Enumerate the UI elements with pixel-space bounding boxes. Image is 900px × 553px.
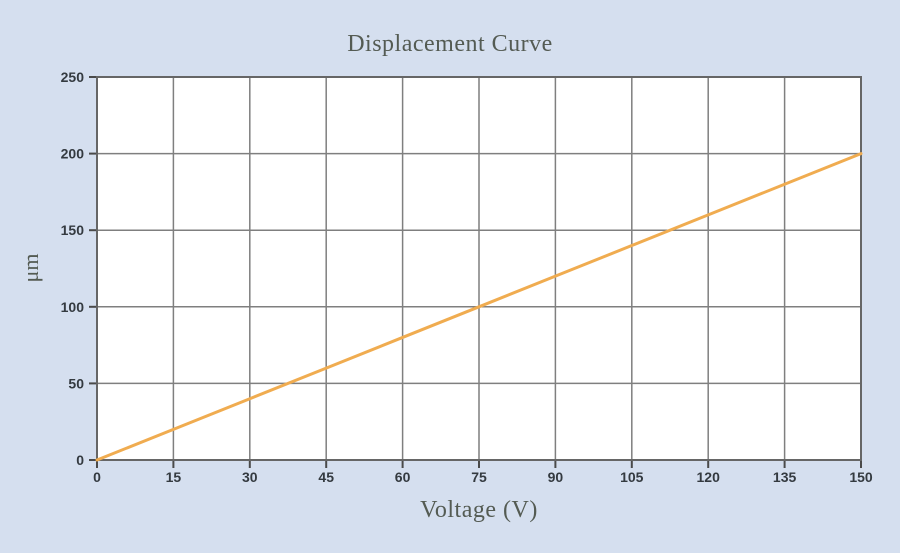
plot-border bbox=[96, 76, 862, 461]
y-tick-label: 0 bbox=[76, 452, 84, 468]
y-tick-label: 200 bbox=[61, 146, 85, 162]
x-tick-label: 120 bbox=[697, 469, 721, 485]
chart-title: Displacement Curve bbox=[347, 31, 553, 57]
data-line bbox=[95, 152, 863, 462]
y-tick-label: 250 bbox=[61, 69, 85, 85]
x-tick-label: 30 bbox=[242, 469, 258, 485]
x-tick-label: 0 bbox=[93, 469, 101, 485]
x-tick-label: 135 bbox=[773, 469, 797, 485]
x-tick-label: 60 bbox=[395, 469, 411, 485]
y-tick-label: 100 bbox=[61, 299, 85, 315]
x-axis-label: Voltage (V) bbox=[420, 497, 538, 523]
x-tick-label: 105 bbox=[620, 469, 644, 485]
x-tick-label: 90 bbox=[548, 469, 564, 485]
y-tick-label: 50 bbox=[68, 375, 84, 391]
x-tick-label: 15 bbox=[166, 469, 182, 485]
y-tick-label: 150 bbox=[61, 222, 85, 238]
x-tick-label: 45 bbox=[318, 469, 334, 485]
x-tick-label: 75 bbox=[471, 469, 487, 485]
x-tick-label: 150 bbox=[849, 469, 873, 485]
